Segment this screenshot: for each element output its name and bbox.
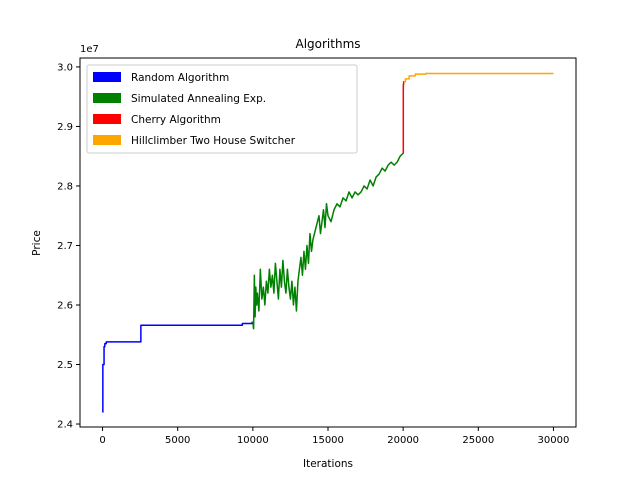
x-tick-label: 0 <box>99 435 105 446</box>
legend-swatch-2 <box>93 114 121 124</box>
series-line-2 <box>402 81 405 154</box>
series-line-0 <box>102 321 253 413</box>
x-tick-label: 25000 <box>462 435 494 446</box>
x-axis: 0 5000 10000 15000 20000 25000 30000 <box>99 427 569 446</box>
y-tick-label: 2.9 <box>57 122 73 133</box>
y-tick-label: 2.4 <box>57 420 73 431</box>
y-tick-label: 2.8 <box>57 181 73 192</box>
y-axis: 2.4 2.5 2.6 2.7 2.8 2.9 3.0 <box>57 62 80 431</box>
legend-label-3: Hillclimber Two House Switcher <box>131 135 296 147</box>
legend-frame <box>86 64 358 154</box>
legend-swatch-1 <box>93 93 121 103</box>
y-tick-label: 2.6 <box>57 300 73 311</box>
legend-label-0: Random Algorithm <box>131 72 229 84</box>
x-tick-label: 15000 <box>312 435 344 446</box>
legend-swatch-0 <box>93 72 121 82</box>
legend-swatch-3 <box>93 135 121 145</box>
chart-title: Algorithms <box>295 37 360 51</box>
x-tick-label: 20000 <box>387 435 419 446</box>
legend: Random Algorithm Simulated Annealing Exp.… <box>86 64 358 154</box>
x-tick-label: 10000 <box>237 435 269 446</box>
y-tick-label: 2.5 <box>57 360 73 371</box>
x-tick-label: 5000 <box>165 435 190 446</box>
x-axis-label: Iterations <box>303 458 353 470</box>
series-layer <box>102 72 554 413</box>
x-tick-label: 30000 <box>538 435 570 446</box>
series-line-1 <box>252 152 404 330</box>
series-line-3 <box>403 72 554 83</box>
legend-label-2: Cherry Algorithm <box>131 114 221 126</box>
y-axis-offset-label: 1e7 <box>80 44 99 55</box>
y-axis-label: Price <box>31 230 43 256</box>
legend-label-1: Simulated Annealing Exp. <box>131 93 266 105</box>
y-tick-label: 2.7 <box>57 241 73 252</box>
y-tick-label: 3.0 <box>57 62 73 73</box>
